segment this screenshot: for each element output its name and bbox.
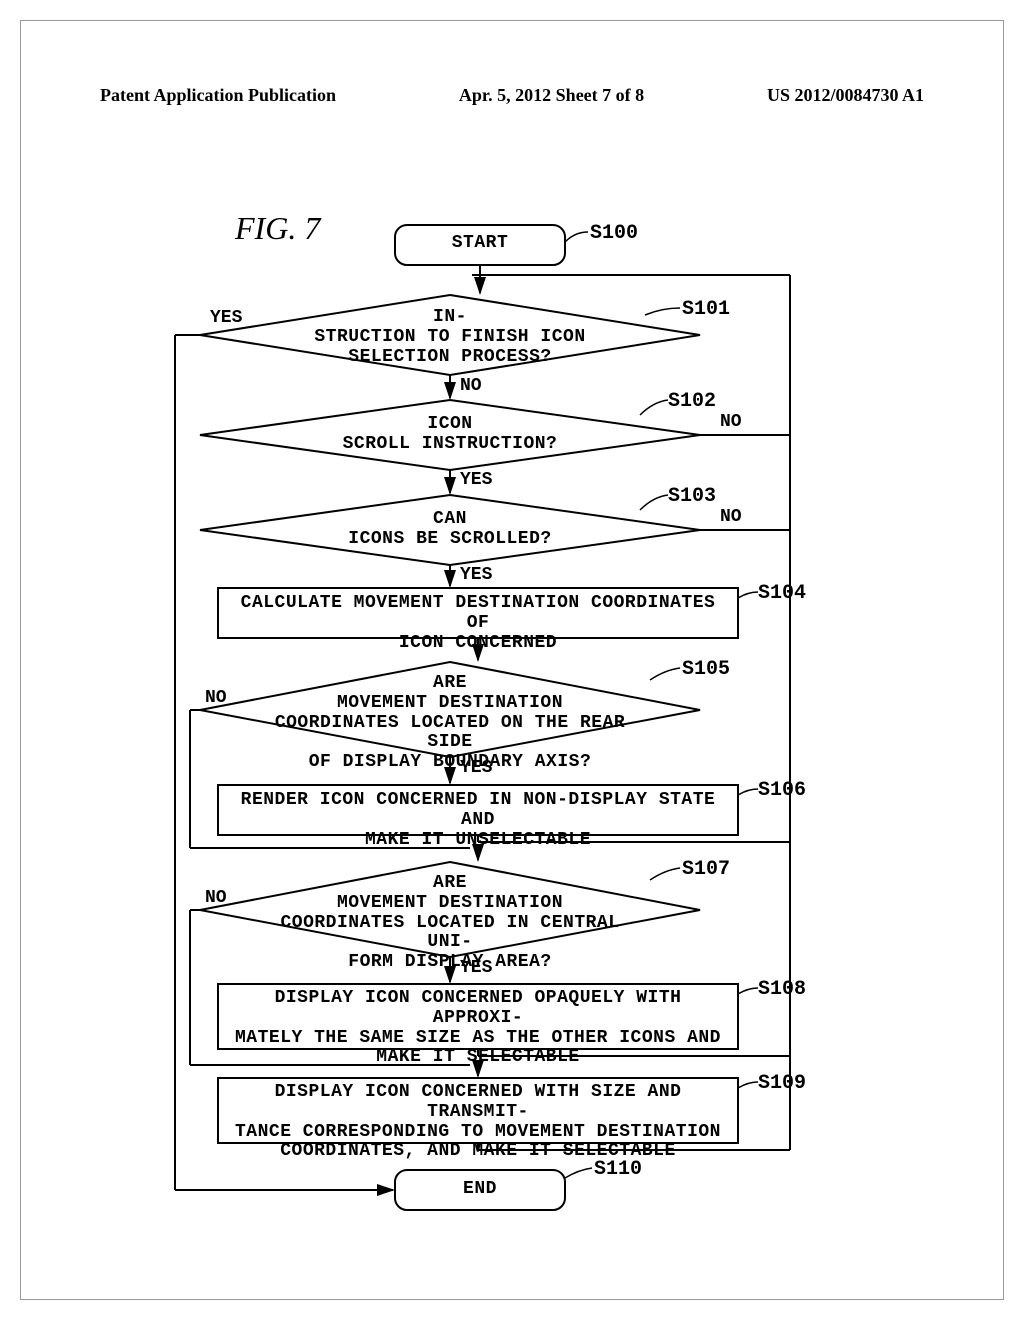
step-s100: S100: [590, 222, 638, 245]
step-s103: S103: [668, 485, 716, 508]
step-s107: S107: [682, 858, 730, 881]
step-s108: S108: [758, 978, 806, 1001]
d2-node: ICON SCROLL INSTRUCTION?: [320, 415, 580, 455]
d5-yes: YES: [460, 758, 492, 778]
step-s102: S102: [668, 390, 716, 413]
step-s106: S106: [758, 779, 806, 802]
d2-yes: YES: [460, 470, 492, 490]
d5-no: NO: [205, 688, 227, 708]
end-node: END: [395, 1180, 565, 1200]
p9-node: DISPLAY ICON CONCERNED WITH SIZE AND TRA…: [228, 1083, 728, 1162]
d3-no: NO: [720, 507, 742, 527]
p6-node: RENDER ICON CONCERNED IN NON-DISPLAY STA…: [228, 791, 728, 850]
d5-node: ARE MOVEMENT DESTINATION COORDINATES LOC…: [260, 674, 640, 773]
p8-node: DISPLAY ICON CONCERNED OPAQUELY WITH APP…: [228, 989, 728, 1068]
d1-node: IN- STRUCTION TO FINISH ICON SELECTION P…: [290, 308, 610, 367]
p4-node: CALCULATE MOVEMENT DESTINATION COORDINAT…: [228, 594, 728, 653]
d1-no: NO: [460, 376, 482, 396]
step-s109: S109: [758, 1072, 806, 1095]
step-s105: S105: [682, 658, 730, 681]
d7-yes: YES: [460, 958, 492, 978]
d3-node: CAN ICONS BE SCROLLED?: [320, 510, 580, 550]
d7-no: NO: [205, 888, 227, 908]
d3-yes: YES: [460, 565, 492, 585]
start-node: START: [395, 234, 565, 254]
step-s110: S110: [594, 1158, 642, 1181]
d2-no: NO: [720, 412, 742, 432]
step-s101: S101: [682, 298, 730, 321]
d1-yes: YES: [210, 308, 242, 328]
d7-node: ARE MOVEMENT DESTINATION COORDINATES LOC…: [260, 874, 640, 973]
step-s104: S104: [758, 582, 806, 605]
